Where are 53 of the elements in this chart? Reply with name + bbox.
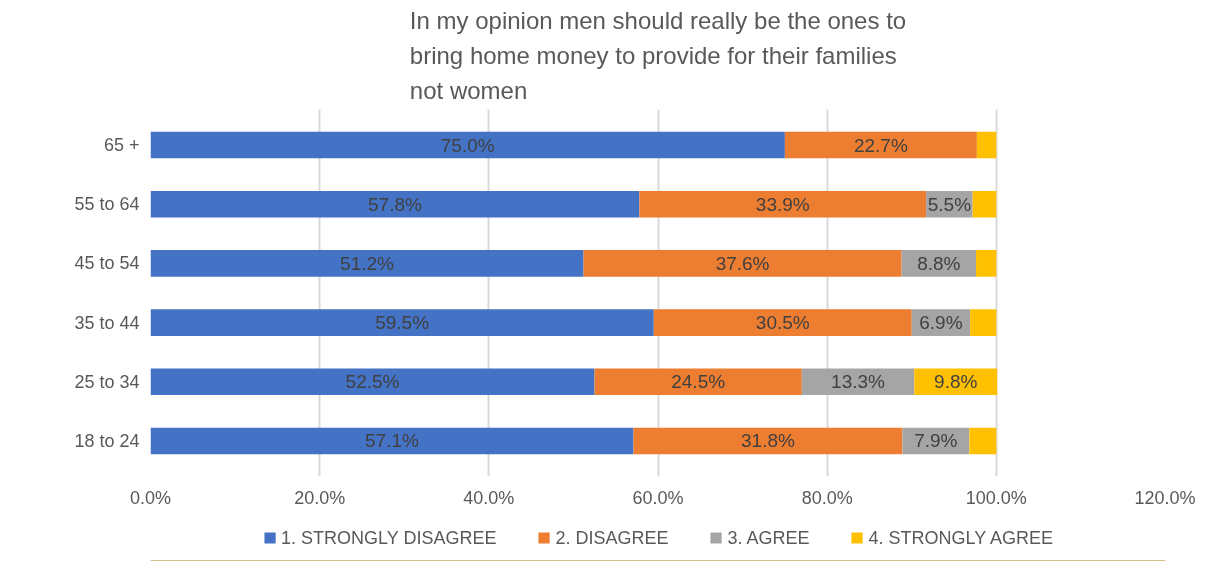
y-tick-label: 35 to 44 <box>74 312 140 333</box>
bar <box>150 427 634 455</box>
bar <box>633 427 903 455</box>
bar <box>150 250 584 277</box>
data-label: 59.5% <box>375 312 430 334</box>
bar <box>150 309 654 336</box>
bar <box>639 190 927 218</box>
data-label: 52.5% <box>345 371 400 393</box>
bar <box>969 427 997 455</box>
data-label: 33.9% <box>755 193 810 215</box>
data-label: 57.1% <box>365 430 420 452</box>
data-label: 7.9% <box>914 430 958 452</box>
bar <box>653 309 912 336</box>
y-tick-label: 25 to 34 <box>74 371 140 392</box>
x-tick-label: 40.0% <box>463 487 515 508</box>
y-tick-label: 18 to 24 <box>74 430 140 451</box>
data-label: 31.8% <box>741 430 795 452</box>
x-tick-label: 60.0% <box>632 487 684 508</box>
data-label: 57.8% <box>368 193 422 215</box>
bar <box>150 131 785 159</box>
data-label: 9.8% <box>934 371 978 393</box>
x-tick-label: 80.0% <box>801 487 853 508</box>
bar <box>970 309 997 336</box>
x-tick-label: 100.0% <box>965 487 1027 508</box>
bar <box>150 368 595 396</box>
x-tick-label: 120.0% <box>1134 487 1196 508</box>
legend-label: 4. STRONGLY AGREE <box>868 527 1053 548</box>
x-tick-label: 0.0% <box>129 487 172 508</box>
data-label: 24.5% <box>671 371 726 393</box>
bar <box>976 250 997 277</box>
x-tick-label: 20.0% <box>294 487 346 508</box>
bar <box>784 131 977 159</box>
y-tick-label: 45 to 54 <box>74 253 140 274</box>
y-tick-label: 65 + <box>103 135 140 156</box>
data-label: 6.9% <box>919 312 963 334</box>
data-label: 75.0% <box>440 134 495 156</box>
data-label: 22.7% <box>853 134 908 156</box>
legend-label: 2. DISAGREE <box>555 527 669 548</box>
y-tick-label: 55 to 64 <box>74 194 140 215</box>
data-label: 5.5% <box>927 193 972 215</box>
legend-label: 3. AGREE <box>727 527 810 548</box>
data-label: 37.6% <box>715 252 770 274</box>
data-label: 13.3% <box>831 371 886 393</box>
data-label: 51.2% <box>340 252 395 274</box>
bar <box>150 190 640 218</box>
bar <box>972 190 997 218</box>
bar <box>594 368 802 396</box>
data-label: 30.5% <box>755 312 810 334</box>
chart-title: In my opinion men should really be the ones to bring home money to provide for their families not women <box>409 7 907 105</box>
bar <box>583 250 902 277</box>
bar <box>976 131 997 159</box>
legend-label: 1. STRONGLY DISAGREE <box>281 527 497 548</box>
data-label: 8.8% <box>917 252 961 274</box>
